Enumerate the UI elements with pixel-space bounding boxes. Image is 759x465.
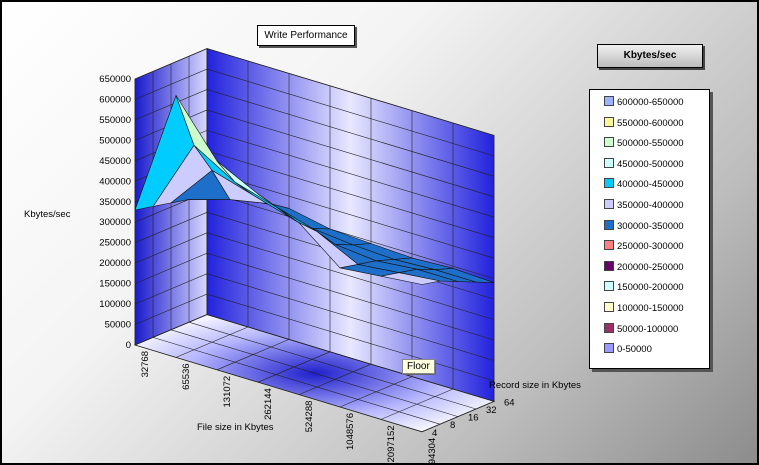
x-tick-label: 4194304 [427,438,438,463]
x-tick-label: 1048576 [345,413,356,450]
x-tick-label: 524288 [304,401,315,433]
z-tick-label: 0 [126,340,131,351]
legend-swatch [604,322,614,333]
z-axis-title: Kbytes/sec [24,209,71,220]
legend-item: 0-50000 [604,343,652,357]
gridline [152,337,441,425]
y-tick-label: 4 [432,428,437,439]
legend-item: 150000-200000 [604,281,684,295]
legend-label: 50000-100000 [617,323,679,335]
legend-label: 500000-550000 [617,138,684,150]
z-tick-label: 300000 [99,217,131,228]
legend: 600000-650000 550000-600000 500000-550000 4… [589,89,710,369]
z-tick-label: 400000 [99,176,131,187]
legend-label: 600000-650000 [617,97,684,108]
z-tick-label: 50000 [105,320,131,331]
legend-label: 100000-150000 [617,303,684,314]
legend-label: 300000-350000 [617,220,684,232]
legend-label: 400000-450000 [617,179,684,191]
legend-label: 450000-500000 [617,158,684,170]
legend-item: 300000-350000 [604,219,684,234]
legend-item: 400000-450000 [604,178,684,192]
legend-item: 500000-550000 [604,137,684,151]
y-tick-label: 8 [450,420,455,431]
y-tick-label: 16 [468,413,479,424]
legend-item: 200000-250000 [604,260,684,275]
legend-item: 250000-300000 [604,240,684,254]
x-tick-label: 262144 [263,388,274,420]
legend-swatch [604,199,614,209]
legend-label: 250000-300000 [617,241,684,253]
legend-item: 350000-400000 [604,199,684,213]
legend-swatch [604,178,614,189]
floor-label: Floor [402,359,435,374]
y-tick-label: 64 [504,397,515,408]
legend-swatch [604,240,614,251]
gridline [170,329,459,417]
legend-label: 200000-250000 [617,261,684,273]
legend-swatch [604,343,614,354]
legend-swatch [604,116,614,127]
legend-swatch [604,219,614,230]
z-tick-label: 350000 [99,197,131,208]
legend-item: 550000-600000 [604,116,684,131]
y-tick-label: 32 [486,405,497,416]
x-axis-title: File size in Kbytes [197,422,274,433]
z-tick-label: 250000 [99,238,131,249]
legend-item: 600000-650000 [604,96,684,110]
legend-swatch [604,157,614,168]
legend-label: 550000-600000 [617,117,684,129]
z-tick-label: 450000 [99,156,131,167]
x-tick-label: 65536 [181,363,192,389]
z-tick-label: 550000 [99,115,131,126]
gridline [206,314,495,402]
legend-label: 350000-400000 [617,200,684,211]
z-tick-label: 200000 [99,258,131,269]
z-tick-label: 650000 [99,74,131,85]
chart-title: Write Performance [257,25,355,46]
z-tick-label: 100000 [99,299,131,310]
legend-swatch [604,260,614,271]
legend-swatch [604,137,614,148]
legend-item: 50000-100000 [604,322,679,337]
z-tick-label: 600000 [99,94,131,105]
x-tick-label: 131072 [222,376,233,408]
legend-label: 0-50000 [617,344,652,356]
legend-item: 450000-500000 [604,157,684,172]
legend-label: 150000-200000 [617,282,684,294]
legend-title: Kbytes/sec [597,44,703,68]
legend-swatch [604,281,614,292]
x-tick-label: 32768 [140,351,151,377]
x-tick-label: 2097152 [386,425,397,462]
surface-cell [380,272,441,285]
legend-swatch [604,302,614,312]
legend-swatch [604,96,614,106]
gridline [134,344,423,433]
y-axis-title: Record size in Kbytes [489,380,581,391]
z-tick-label: 150000 [99,279,131,290]
legend-item: 100000-150000 [604,302,684,316]
z-tick-label: 500000 [99,135,131,146]
gridline [188,321,477,410]
